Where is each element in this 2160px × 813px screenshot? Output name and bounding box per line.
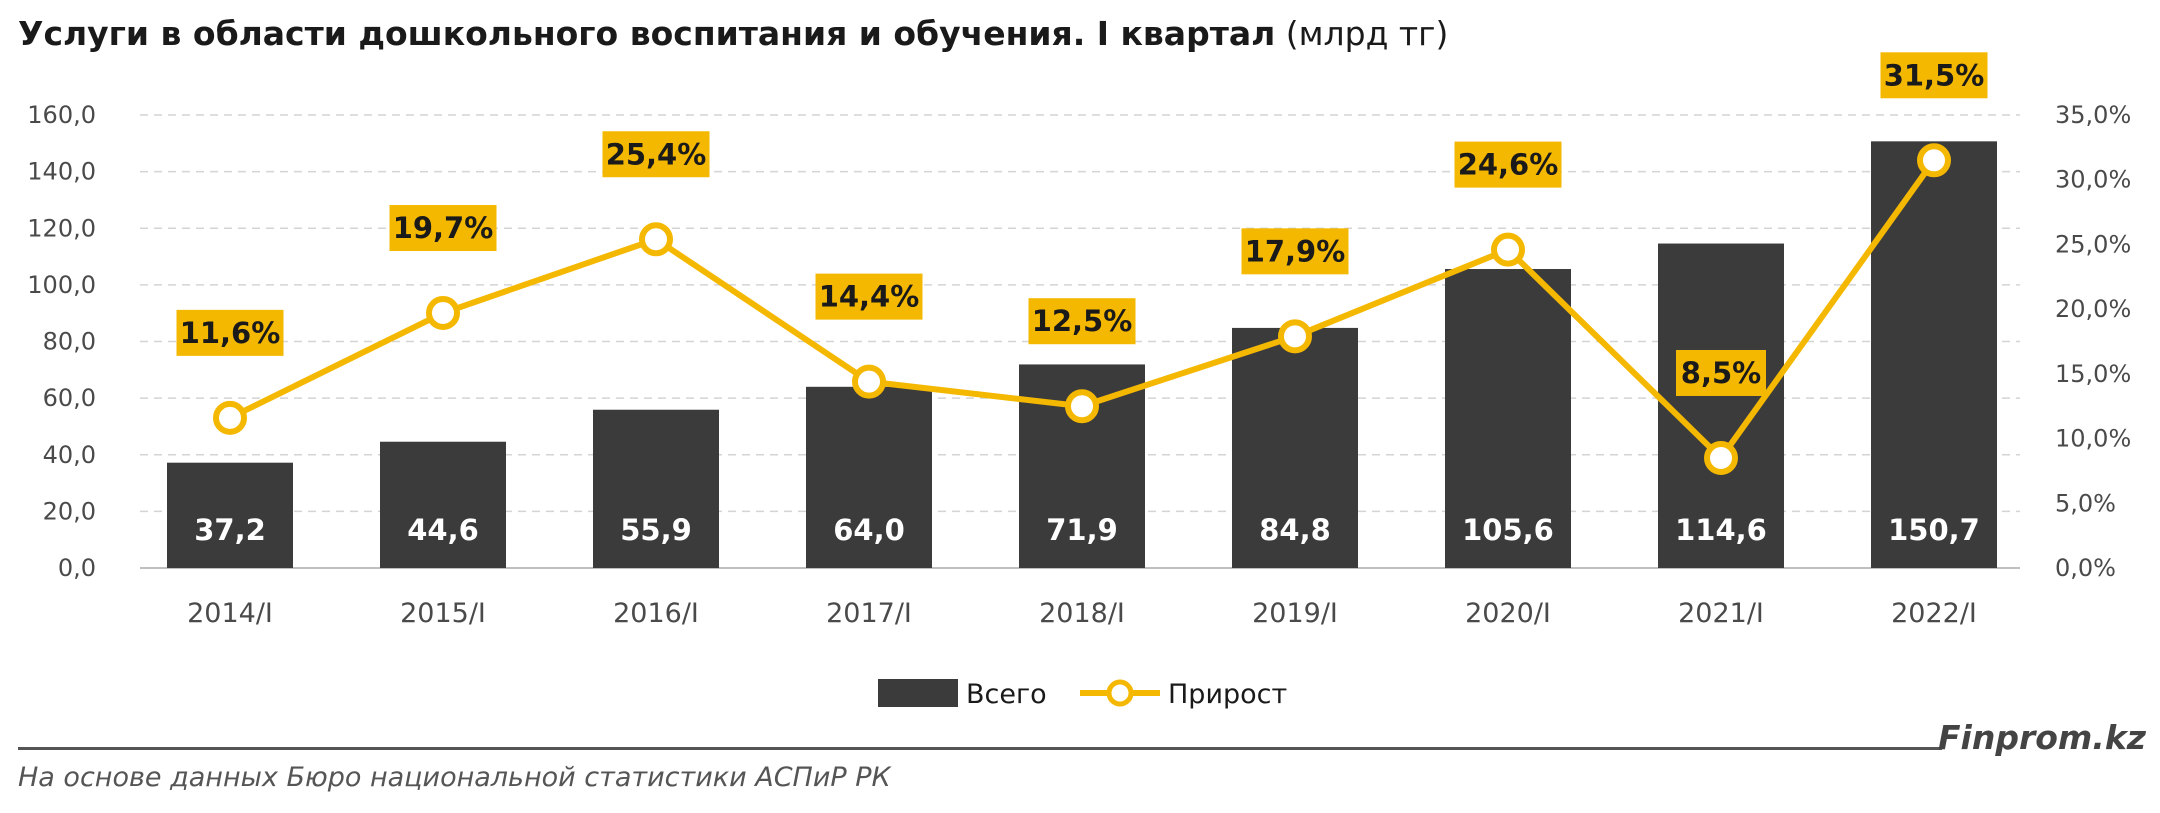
footer-divider — [18, 747, 1942, 750]
x-tick-label: 2020/I — [1465, 598, 1551, 629]
legend-line-label: Прирост — [1168, 679, 1287, 710]
growth-value-label: 31,5% — [1884, 58, 1985, 92]
y-right-tick-label: 5,0% — [2055, 489, 2116, 517]
x-tick-label: 2021/I — [1678, 598, 1764, 629]
growth-value-label: 25,4% — [606, 137, 707, 171]
x-tick-label: 2022/I — [1891, 598, 1977, 629]
growth-point — [1491, 232, 1525, 267]
growth-value-label: 8,5% — [1681, 356, 1761, 390]
x-tick-label: 2015/I — [400, 598, 486, 629]
y-left-tick-label: 80,0 — [43, 328, 96, 356]
growth-value-label: 12,5% — [1032, 304, 1133, 338]
bar-2017/I — [806, 386, 932, 568]
growth-label-box — [1241, 228, 1349, 275]
growth-point — [1065, 389, 1099, 424]
bar-value-label: 44,6 — [407, 513, 479, 547]
bar-2022/I — [1871, 141, 1997, 568]
growth-label-box — [176, 309, 284, 356]
growth-point — [213, 400, 247, 435]
growth-value-label: 19,7% — [393, 211, 494, 245]
bar-value-label: 105,6 — [1462, 513, 1554, 547]
growth-value-label: 14,4% — [819, 280, 920, 314]
bar-2014/I — [167, 462, 293, 568]
growth-label-box — [1028, 298, 1136, 345]
bar-value-label: 37,2 — [194, 513, 266, 547]
growth-value-label: 24,6% — [1458, 148, 1559, 182]
bar-value-label: 114,6 — [1675, 513, 1767, 547]
y-right-tick-label: 30,0% — [2055, 166, 2131, 194]
chart-title-unit: (млрд тг) — [1285, 14, 1449, 53]
y-left-tick-label: 160,0 — [27, 101, 96, 129]
x-tick-label: 2019/I — [1252, 598, 1338, 629]
chart-title-main: Услуги в области дошкольного воспитания … — [18, 14, 1276, 53]
y-left-tick-label: 20,0 — [43, 497, 96, 525]
growth-value-label: 17,9% — [1245, 234, 1346, 268]
y-right-tick-label: 35,0% — [2055, 101, 2131, 129]
bar-2019/I — [1232, 327, 1358, 568]
bar-value-label: 84,8 — [1259, 513, 1331, 547]
y-right-tick-label: 25,0% — [2055, 230, 2131, 258]
growth-point — [1278, 319, 1312, 354]
growth-value-label: 11,6% — [180, 316, 281, 350]
bar-value-label: 64,0 — [833, 513, 905, 547]
bar-2021/I — [1658, 243, 1784, 568]
growth-point — [1704, 440, 1738, 475]
x-tick-label: 2016/I — [613, 598, 699, 629]
y-left-tick-label: 100,0 — [27, 271, 96, 299]
legend-bar-swatch — [878, 679, 958, 707]
y-left-tick-label: 140,0 — [27, 158, 96, 186]
bar-2020/I — [1445, 269, 1571, 568]
growth-point — [639, 222, 673, 257]
growth-label-box — [1880, 52, 1988, 99]
brand-logo-text: Finprom.kz — [1938, 718, 2146, 757]
growth-label-box — [389, 205, 497, 252]
bar-2015/I — [380, 441, 506, 568]
y-right-tick-label: 15,0% — [2055, 360, 2131, 388]
chart-plot: 0,0 20,0 40,0 60,0 80,0 100,0 120,0 140,0 160,0 0… — [27, 52, 2131, 710]
growth-label-box — [815, 273, 923, 320]
growth-label-box — [602, 131, 710, 178]
legend-line-marker — [1106, 679, 1134, 707]
x-tick-label: 2014/I — [187, 598, 273, 629]
growth-point — [1917, 143, 1951, 178]
y-left-tick-label: 0,0 — [58, 554, 96, 582]
y-right-tick-label: 10,0% — [2055, 425, 2131, 453]
growth-point — [852, 364, 886, 399]
y-right-tick-label: 0,0% — [2055, 554, 2116, 582]
growth-point — [426, 296, 460, 331]
y-left-tick-label: 40,0 — [43, 441, 96, 469]
y-right-tick-label: 20,0% — [2055, 295, 2131, 323]
bar-value-label: 150,7 — [1888, 513, 1980, 547]
x-tick-label: 2018/I — [1039, 598, 1125, 629]
source-note: На основе данных Бюро национальной стати… — [18, 762, 891, 793]
x-tick-label: 2017/I — [826, 598, 912, 629]
y-left-tick-label: 60,0 — [43, 384, 96, 412]
chart-title: Услуги в области дошкольного воспитания … — [18, 14, 1448, 53]
growth-label-box — [1676, 349, 1766, 396]
y-left-tick-label: 120,0 — [27, 214, 96, 242]
bar-value-label: 55,9 — [620, 513, 692, 547]
bar-2016/I — [593, 409, 719, 568]
growth-label-box — [1454, 141, 1562, 188]
legend-bar-label: Всего — [966, 679, 1047, 710]
bar-value-label: 71,9 — [1046, 513, 1118, 547]
